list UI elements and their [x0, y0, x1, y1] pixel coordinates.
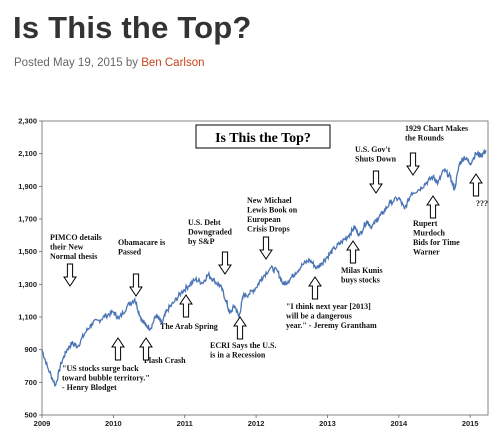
annotation-text: Bids for Time [413, 238, 460, 247]
annotation-text: the Rounds [405, 134, 444, 143]
annotation-arrow-icon [469, 173, 483, 197]
annotation-arrow-icon [139, 337, 153, 361]
chart-title: Is This the Top? [215, 131, 311, 146]
annotation-arrow-icon [426, 195, 440, 219]
y-tick-label: 1,300 [18, 280, 37, 289]
annotation-text: by S&P [188, 237, 215, 246]
annotation-text: The Arab Spring [160, 322, 218, 331]
x-tick-label: 2015 [462, 419, 479, 428]
x-tick-label: 2013 [319, 419, 336, 428]
annotation-text: U.S. Debt [188, 218, 221, 227]
chart-svg: 500 700 900 1,100 1,300 1,500 1,700 1,900 2,100 2… [18, 117, 489, 428]
annotation-text: buys stocks [341, 276, 380, 285]
x-tick-label: 2014 [390, 419, 408, 428]
annotation: Flash Crash [139, 337, 186, 365]
annotation-text: Shuts Down [355, 155, 397, 164]
annotation-text: Lewis Book on [247, 206, 298, 215]
x-axis: 2009 2010 2011 2012 2013 2014 2015 [34, 415, 479, 428]
y-tick-label: 2,300 [18, 117, 37, 126]
annotation-arrow-icon [179, 294, 193, 318]
annotation-text: Murdoch [413, 229, 446, 238]
y-tick-label: 900 [24, 345, 37, 354]
annotation-arrow-icon [346, 240, 360, 264]
y-tick-label: 1,500 [18, 247, 37, 256]
annotation-text: U.S. Gov't [355, 145, 391, 154]
annotation-text: Rupert [413, 219, 438, 228]
annotation-text: ??? [476, 199, 488, 208]
annotation-text: toward bubble territory." [62, 374, 150, 383]
y-tick-label: 1,100 [18, 313, 37, 322]
annotation-arrow-icon [233, 316, 247, 340]
annotation-text: Flash Crash [144, 356, 186, 365]
annotation-arrow-icon [369, 170, 383, 194]
annotation-text: Normal thesis [50, 252, 97, 261]
annotation-text: Crisis Drops [247, 225, 290, 234]
annotation-arrow-icon [406, 152, 420, 176]
annotation-text: is in a Recession [210, 351, 266, 360]
annotation-text: Obamacare is [118, 238, 165, 247]
annotation-arrow-icon [111, 337, 125, 361]
annotation-text: will be a dangerous [286, 312, 352, 321]
annotation-arrow-icon [63, 263, 77, 287]
annotation-text: New Michael [247, 196, 292, 205]
y-axis: 500 700 900 1,100 1,300 1,500 1,700 1,900 2,100 2… [18, 117, 42, 420]
annotation-arrow-icon [308, 276, 322, 300]
x-tick-label: 2011 [177, 419, 193, 428]
series-line [41, 149, 487, 387]
annotation-text: European [247, 215, 281, 224]
annotation-text: 1929 Chart Makes [405, 124, 468, 133]
annotation-text: year." - Jeremy Grantham [286, 321, 377, 330]
y-tick-label: 2,100 [18, 149, 37, 158]
annotation-arrow-icon [259, 236, 273, 260]
annotation: "I think next year [2013]will be a dange… [286, 276, 377, 330]
annotation-text: Warner [413, 248, 440, 257]
chart-title-border [195, 124, 331, 149]
annotation: ??? [469, 173, 488, 208]
y-tick-label: 700 [24, 378, 37, 387]
annotation-text: Passed [118, 248, 142, 257]
annotation-arrow-icon [218, 251, 232, 275]
annotation: The Arab Spring [160, 294, 218, 331]
annotation-arrow-icon [129, 273, 143, 297]
annotation-text: "US stocks surge back [62, 364, 139, 373]
annotation-text: Milas Kunis [341, 266, 383, 275]
annotation-text: Downgraded [188, 228, 233, 237]
y-tick-label: 1,900 [18, 182, 37, 191]
annotation: ECRI Says the U.S.is in a Recession [210, 316, 276, 360]
x-tick-label: 2012 [248, 419, 265, 428]
annotation-text: "I think next year [2013] [286, 302, 371, 311]
annotation-text: - Henry Blodget [62, 383, 117, 392]
chart-container: 500 700 900 1,100 1,300 1,500 1,700 1,900 2,100 2… [0, 95, 500, 435]
annotation-text: their New [50, 243, 84, 252]
post-title: Is This the Top? [13, 10, 252, 45]
post-meta: Posted May 19, 2015 by Ben Carlson [14, 57, 205, 69]
y-tick-label: 500 [24, 411, 37, 420]
chart-title-box: Is This the Top? [195, 124, 331, 149]
post-date: Posted May 19, 2015 by [14, 57, 142, 69]
annotation-text: ECRI Says the U.S. [210, 341, 276, 350]
x-tick-label: 2010 [105, 419, 122, 428]
x-tick-label: 2009 [34, 419, 51, 428]
annotation-text: PIMCO details [50, 233, 102, 242]
author-link[interactable]: Ben Carlson [141, 57, 205, 69]
y-tick-label: 1,700 [18, 215, 37, 224]
